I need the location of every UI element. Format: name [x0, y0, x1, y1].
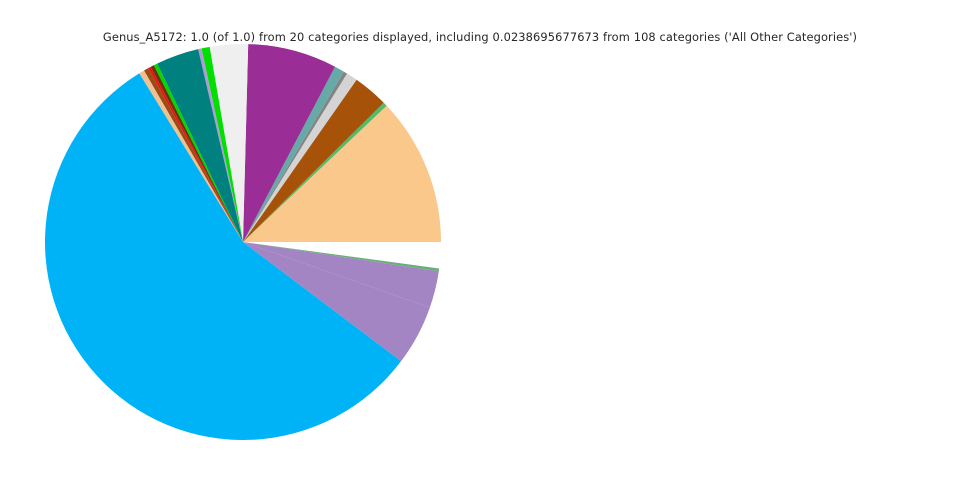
chart-title: Genus_A5172: 1.0 (of 1.0) from 20 catego… [102, 30, 858, 44]
pie-slice [243, 73, 357, 242]
pie-slice [44, 73, 402, 441]
pie-slice-group [44, 44, 441, 441]
pie-slice [243, 242, 430, 362]
pie-slice [243, 44, 336, 243]
pie-slice [139, 70, 243, 242]
pie-slice [198, 48, 243, 242]
pie-slice [243, 79, 384, 242]
pie-slice [243, 242, 439, 308]
pie-slice [150, 65, 243, 242]
pie-slice [153, 63, 243, 242]
pie-slice [157, 49, 243, 242]
pie-slice [243, 71, 348, 242]
pie-slice [148, 66, 243, 242]
pie-slice [243, 102, 387, 242]
pie-slice [243, 242, 440, 272]
pie-slice [243, 105, 441, 243]
pie-slice [243, 66, 344, 242]
pie-slice [209, 44, 249, 242]
pie-slice [144, 68, 243, 242]
pie-slice [201, 46, 243, 243]
